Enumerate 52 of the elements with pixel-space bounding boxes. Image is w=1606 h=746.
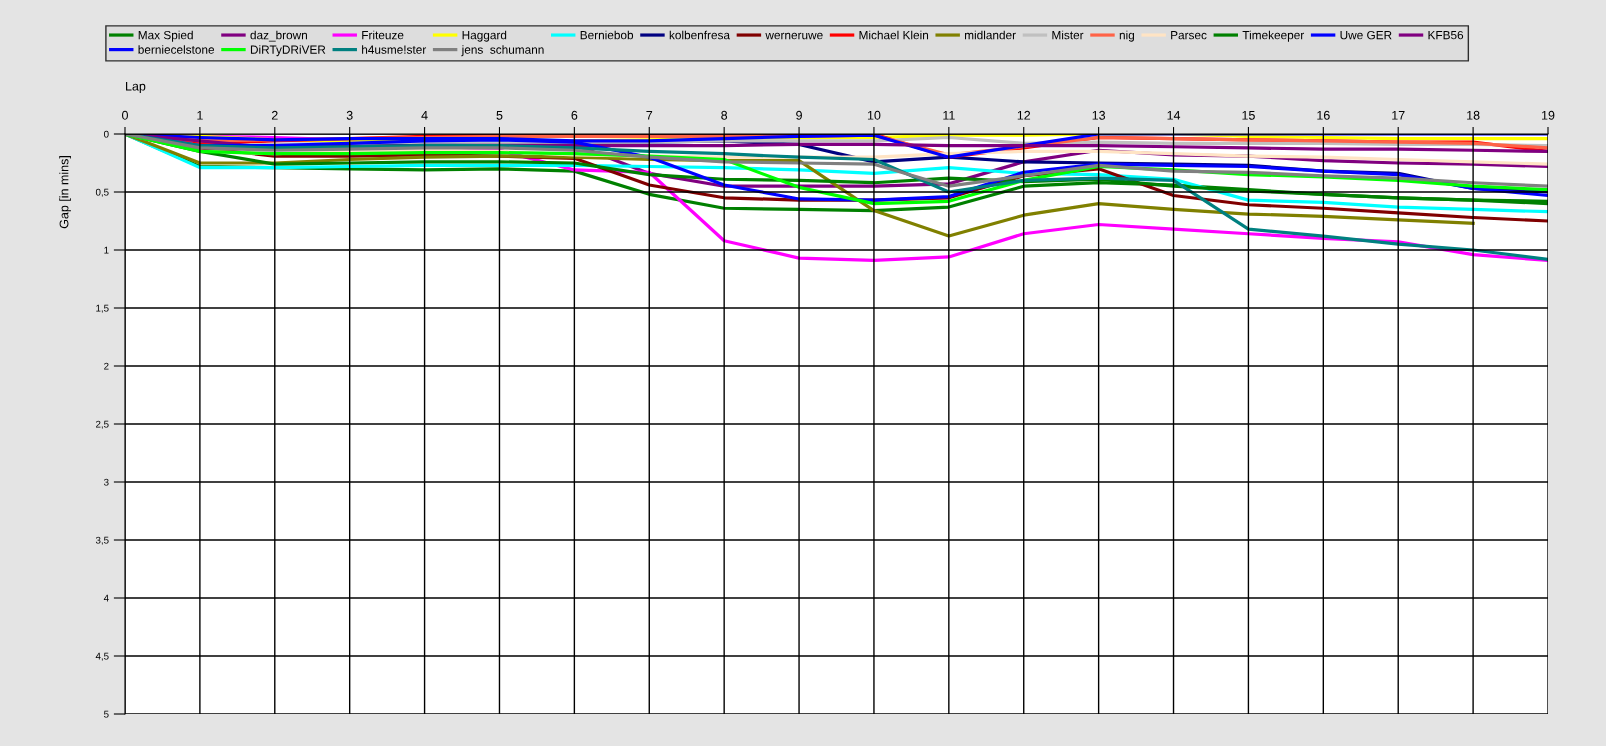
x-tick-label: 11 — [943, 111, 955, 120]
x-tick-label: 1 — [197, 111, 203, 120]
y-tick-label: 2,5 — [96, 420, 109, 429]
legend-label: midlander — [964, 30, 1016, 40]
legend-label: nig — [1119, 30, 1134, 42]
legend-label: h4usme!ster — [362, 45, 427, 54]
legend-label: berniecelstone — [138, 45, 215, 54]
legend-label: werneruwe — [765, 32, 823, 40]
legend-label: Mister — [1052, 30, 1084, 40]
x-tick-label: 18 — [1467, 110, 1480, 120]
x-tick-label: 15 — [1242, 111, 1255, 120]
x-tick-label: 14 — [1167, 111, 1181, 120]
x-tick-label: 3 — [346, 110, 353, 120]
y-axis-title: Gap [in mins] — [59, 156, 71, 229]
legend-label: KFB56 — [1428, 30, 1464, 40]
y-tick-label: 4,5 — [95, 652, 109, 661]
y-tick-label: 0 — [104, 130, 109, 138]
y-tick-label: 2 — [104, 362, 109, 370]
x-tick-label: 6 — [571, 110, 578, 120]
legend-label: daz_brown — [250, 30, 307, 42]
legend-label: Friteuze — [362, 30, 404, 40]
y-tick-label: 0,5 — [95, 188, 109, 197]
y-tick-label: 3 — [103, 478, 109, 486]
y-tick-label: 4 — [103, 594, 109, 602]
legend-label: DiRTyDRiVER — [250, 45, 326, 57]
x-tick-label: 9 — [796, 110, 802, 120]
legend-label: Haggard — [462, 30, 507, 42]
y-tick-label: 1,5 — [96, 304, 109, 313]
legend-label: Timekeeper — [1242, 30, 1305, 42]
legend-label: Berniebob — [580, 30, 634, 40]
x-tick-label: 19 — [1542, 110, 1555, 120]
x-tick-label: 0 — [122, 110, 128, 120]
y-tick-label: 3,5 — [95, 536, 109, 545]
x-tick-label: 5 — [496, 111, 503, 120]
x-tick-label: 8 — [721, 110, 728, 120]
x-tick-label: 7 — [646, 111, 653, 120]
legend-label: Max Spied — [138, 30, 193, 42]
y-tick-label: 1 — [104, 246, 109, 254]
x-tick-label: 2 — [271, 110, 278, 120]
x-tick-label: 4 — [421, 111, 428, 120]
legend-label: jens schumann — [461, 45, 544, 57]
legend-label: Uwe GER — [1340, 30, 1392, 40]
x-tick-label: 10 — [867, 110, 881, 120]
legend-label: kolbenfresa — [669, 30, 731, 40]
y-tick-label: 5 — [104, 710, 109, 718]
x-tick-label: 12 — [1017, 110, 1031, 120]
legend-label: Michael Klein — [859, 30, 929, 40]
x-tick-label: 13 — [1092, 110, 1106, 120]
x-tick-label: 16 — [1317, 110, 1330, 120]
x-axis-title: Lap — [126, 81, 146, 94]
x-tick-label: 17 — [1392, 111, 1405, 120]
legend-label: Parsec — [1171, 31, 1207, 40]
